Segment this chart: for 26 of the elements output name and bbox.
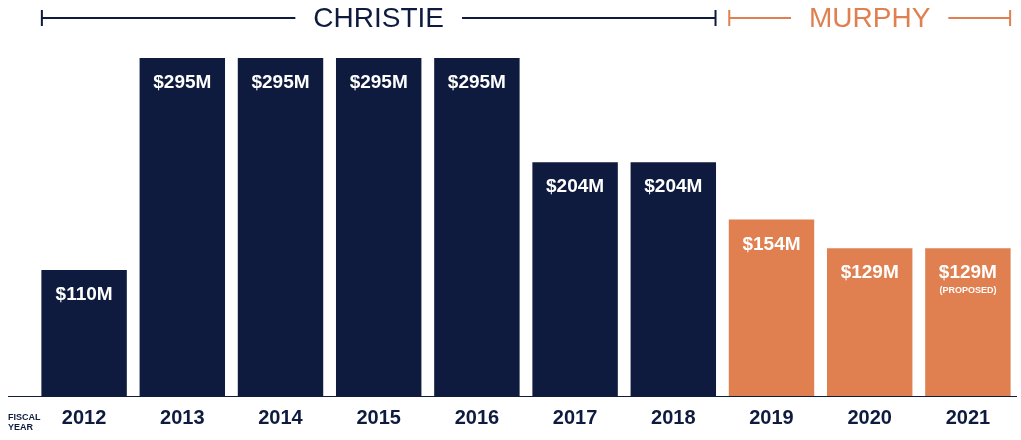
data-label: $295M xyxy=(447,71,506,93)
x-axis-title: FISCAL YEAR xyxy=(8,412,41,433)
x-tick-label: 2012 xyxy=(61,405,107,428)
x-tick-label: 2018 xyxy=(651,405,696,428)
x-tick-label: 2013 xyxy=(160,405,205,428)
text: CHRISTIE xyxy=(313,1,445,33)
x-tick-label: 2014 xyxy=(258,405,304,428)
text: MURPHY xyxy=(809,1,931,33)
data-label: $110M xyxy=(55,283,113,305)
x-tick-label: 2021 xyxy=(945,405,991,428)
x-tick-label: 2017 xyxy=(552,405,598,428)
x-tick-label: 2019 xyxy=(749,405,794,428)
data-label: $154M xyxy=(742,232,801,254)
data-label: $295M xyxy=(251,71,310,93)
data-label: $295M xyxy=(153,71,212,93)
bar xyxy=(728,219,815,396)
x-tick-label: 2016 xyxy=(454,405,500,428)
bar xyxy=(826,248,913,396)
data-label: $129M xyxy=(840,261,899,283)
x-tick-label: 2020 xyxy=(847,405,892,428)
bar xyxy=(925,248,1011,396)
data-label: $204M xyxy=(644,175,703,197)
data-label: $129M (PROPOSED) xyxy=(938,261,997,295)
data-label: $295M xyxy=(349,71,408,93)
x-tick-label: 2015 xyxy=(356,405,401,428)
data-label: $204M xyxy=(546,175,605,197)
